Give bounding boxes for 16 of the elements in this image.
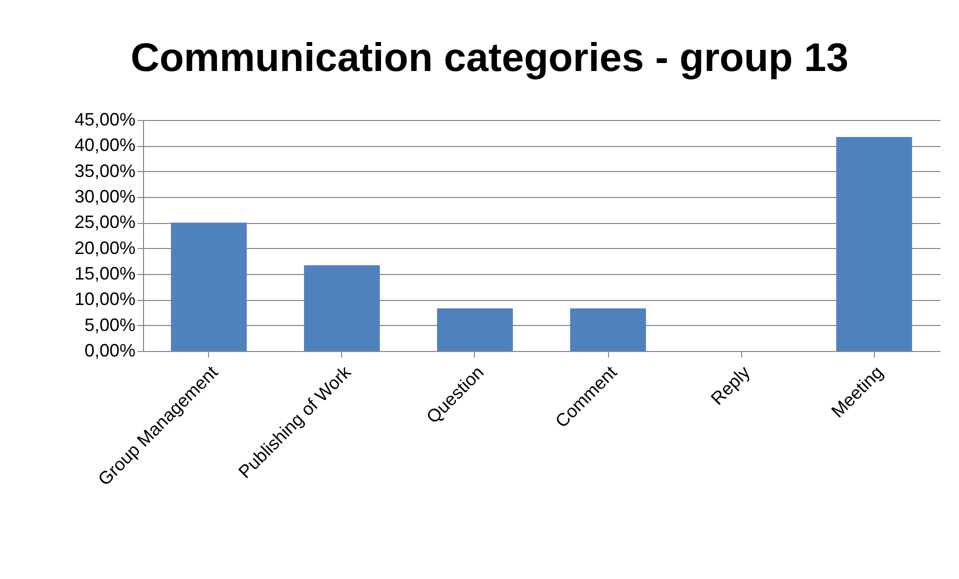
y-tick-label: 5,00% [84,314,136,335]
bar [836,136,912,351]
y-tick-label: 35,00% [74,160,136,181]
y-tick-label: 20,00% [74,238,136,258]
y-tick-label: 15,00% [74,264,136,284]
y-tick-label: 30,00% [74,186,136,206]
y-tick-label: 0,00% [84,340,136,360]
y-tick-label: 10,00% [74,289,136,310]
bar [570,308,646,351]
y-tick-label: 45,00% [74,110,136,130]
y-tick-label: 25,00% [74,212,136,232]
y-tick-label: 40,00% [74,135,136,156]
bar [437,308,513,351]
bar [304,265,380,351]
bar [170,222,247,351]
chart-title: Communication categories - group 13 [130,36,848,80]
